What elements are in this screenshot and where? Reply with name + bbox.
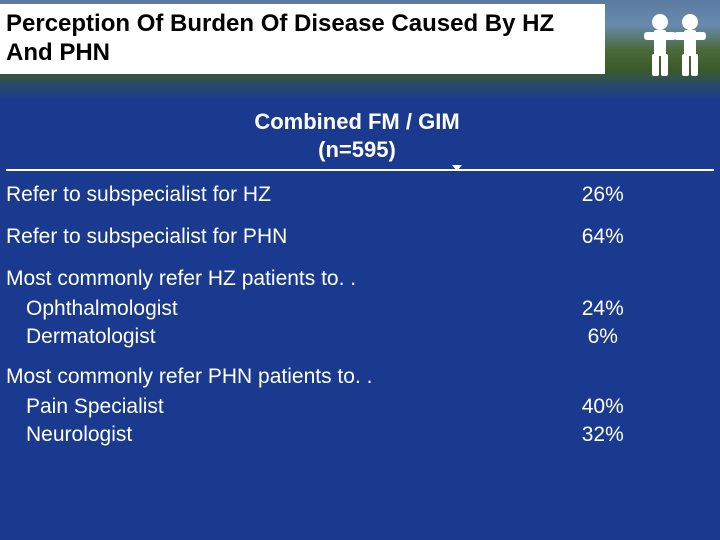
row-value: 26% (491, 179, 714, 211)
column-header-line2: (n=595) (318, 137, 396, 162)
table-row: Refer to subspecialist for PHN 64% (6, 211, 714, 253)
row-label: Ophthalmologist (6, 295, 491, 323)
table-row: Dermatologist 6% (6, 323, 714, 351)
section-heading: Most commonly refer HZ patients to. . (6, 253, 714, 295)
table-row: Neurologist 32% (6, 421, 714, 449)
section-heading: Most commonly refer PHN patients to. . (6, 351, 714, 393)
content-area: Combined FM / GIM (n=595) Refer to subsp… (0, 108, 720, 449)
row-label: Neurologist (6, 421, 491, 449)
table-row: Most commonly refer PHN patients to. . (6, 351, 714, 393)
table-row: Refer to subspecialist for HZ 26% (6, 179, 714, 211)
data-table: Refer to subspecialist for HZ 26% Refer … (6, 179, 714, 449)
column-header-line1: Combined FM / GIM (254, 109, 459, 134)
column-header: Combined FM / GIM (n=595) (6, 108, 714, 163)
header-divider (6, 169, 714, 171)
row-value: 24% (491, 295, 714, 323)
row-value: 32% (491, 421, 714, 449)
company-logo-icon (640, 8, 710, 78)
title-container: Perception Of Burden Of Disease Caused B… (0, 4, 605, 74)
row-label: Pain Specialist (6, 393, 491, 421)
row-value: 40% (491, 393, 714, 421)
row-label: Refer to subspecialist for PHN (6, 211, 491, 253)
row-value: 64% (491, 211, 714, 253)
row-value: 6% (491, 323, 714, 351)
row-label: Dermatologist (6, 323, 491, 351)
slide: Perception Of Burden Of Disease Caused B… (0, 0, 720, 540)
row-label: Refer to subspecialist for HZ (6, 179, 491, 211)
table-row: Ophthalmologist 24% (6, 295, 714, 323)
slide-title: Perception Of Burden Of Disease Caused B… (6, 10, 597, 68)
table-row: Most commonly refer HZ patients to. . (6, 253, 714, 295)
table-row: Pain Specialist 40% (6, 393, 714, 421)
